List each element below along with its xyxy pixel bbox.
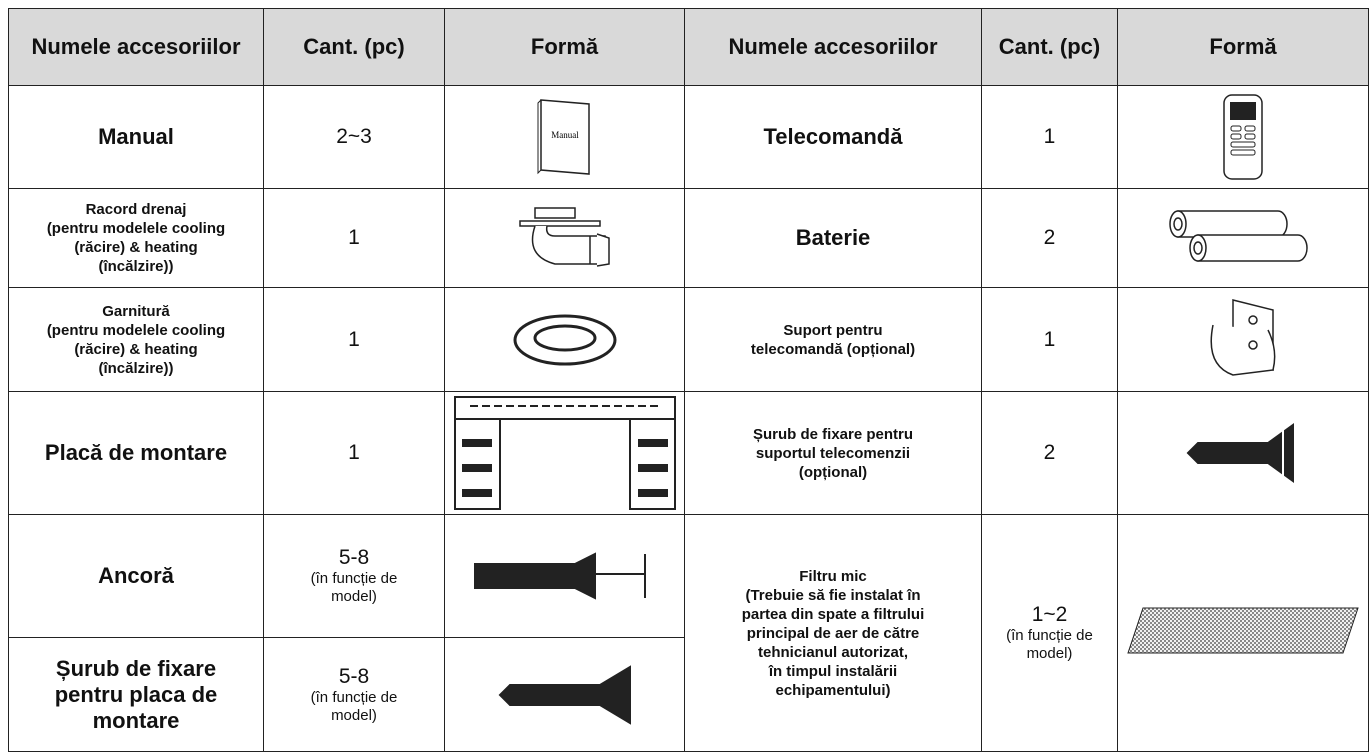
header-cell: Numele accesoriilor [8, 8, 264, 86]
name-cell: Suport pentru telecomandă (opțional) [684, 287, 982, 392]
header-row: Numele accesoriilor Cant. (pc) Formă Num… [8, 8, 1369, 86]
name-cell: Placă de montare [8, 391, 264, 515]
qty-cell: 1 [981, 287, 1118, 392]
row: Ancoră 5-8 (în funcție de model) Filtru m… [8, 514, 1369, 752]
qty-value: 1~2 [1031, 603, 1068, 626]
manual-icon: Manual [537, 99, 590, 175]
icon-cell [444, 188, 685, 288]
header-cell: Formă [444, 8, 685, 86]
icon-cell [444, 287, 685, 392]
icon-cell [1117, 188, 1369, 288]
qty-cell: 5-8 (în funcție de model) [263, 514, 445, 638]
name-cell: Manual [8, 85, 264, 189]
name-cell: Garnitură (pentru modelele cooling (răci… [8, 287, 264, 392]
name-cell: Șurub de fixare pentru suportul telecome… [684, 391, 982, 515]
icon-label: Manual [551, 130, 579, 140]
icon-cell [1117, 391, 1369, 515]
name-cell: Baterie [684, 188, 982, 288]
icon-cell: Manual [444, 85, 685, 189]
icon-cell [1117, 85, 1369, 189]
header-cell: Cant. (pc) [981, 8, 1118, 86]
icon-cell [1117, 514, 1369, 752]
qty-note: (în funcție de model) [1006, 627, 1093, 662]
row: Șurub de fixare pentru placa de montare … [8, 637, 1369, 752]
name-cell: Filtru mic (Trebuie să fie instalat în p… [684, 514, 982, 752]
qty-note: (în funcție de model) [310, 688, 398, 724]
qty-value: 5-8 [338, 664, 370, 688]
qty-cell: 5-8 (în funcție de model) [263, 637, 445, 752]
header-cell: Formă [1117, 8, 1369, 86]
row: Placă de montare 1 Șurub de fixare pentr… [8, 391, 1369, 515]
gasket-icon [513, 314, 616, 365]
anchor-icon [473, 552, 646, 600]
qty-cell: 1 [263, 188, 445, 288]
qty-cell: 1~2 (în funcție de model) [981, 514, 1118, 752]
icon-cell [444, 391, 685, 515]
accessories-table: Numele accesoriilor Cant. (pc) Formă Num… [8, 8, 1369, 752]
header-cell: Cant. (pc) [263, 8, 445, 86]
screw-icon [1186, 423, 1294, 483]
plate-icon [453, 396, 676, 510]
icon-cell [1117, 287, 1369, 392]
qty-cell: 2~3 [263, 85, 445, 189]
header-cell: Numele accesoriilor [684, 8, 982, 86]
qty-cell: 2 [981, 188, 1118, 288]
row: Manual 2~3 Manual Telecomandă 1 [8, 85, 1369, 189]
qty-cell: 1 [263, 287, 445, 392]
qty-cell: 1 [263, 391, 445, 515]
icon-cell [444, 637, 685, 752]
qty-cell: 1 [981, 85, 1118, 189]
row: Garnitură (pentru modelele cooling (răci… [8, 287, 1369, 392]
qty-cell: 2 [981, 391, 1118, 515]
name-cell: Racord drenaj (pentru modelele cooling (… [8, 188, 264, 288]
name-cell: Telecomandă [684, 85, 982, 189]
icon-cell [444, 514, 685, 638]
battery-icon [1169, 210, 1308, 262]
row: Racord drenaj (pentru modelele cooling (… [8, 188, 1369, 288]
drain-icon [518, 207, 610, 267]
filter-icon [1127, 607, 1359, 654]
qty-note: (în funcție de model) [310, 570, 398, 605]
screw-icon [498, 664, 631, 725]
remote-icon [1223, 94, 1263, 180]
qty-value: 5-8 [338, 546, 370, 569]
name-cell: Ancoră [8, 514, 264, 638]
name-cell: Șurub de fixare pentru placa de montare [8, 637, 264, 752]
holder-icon [1210, 298, 1276, 376]
